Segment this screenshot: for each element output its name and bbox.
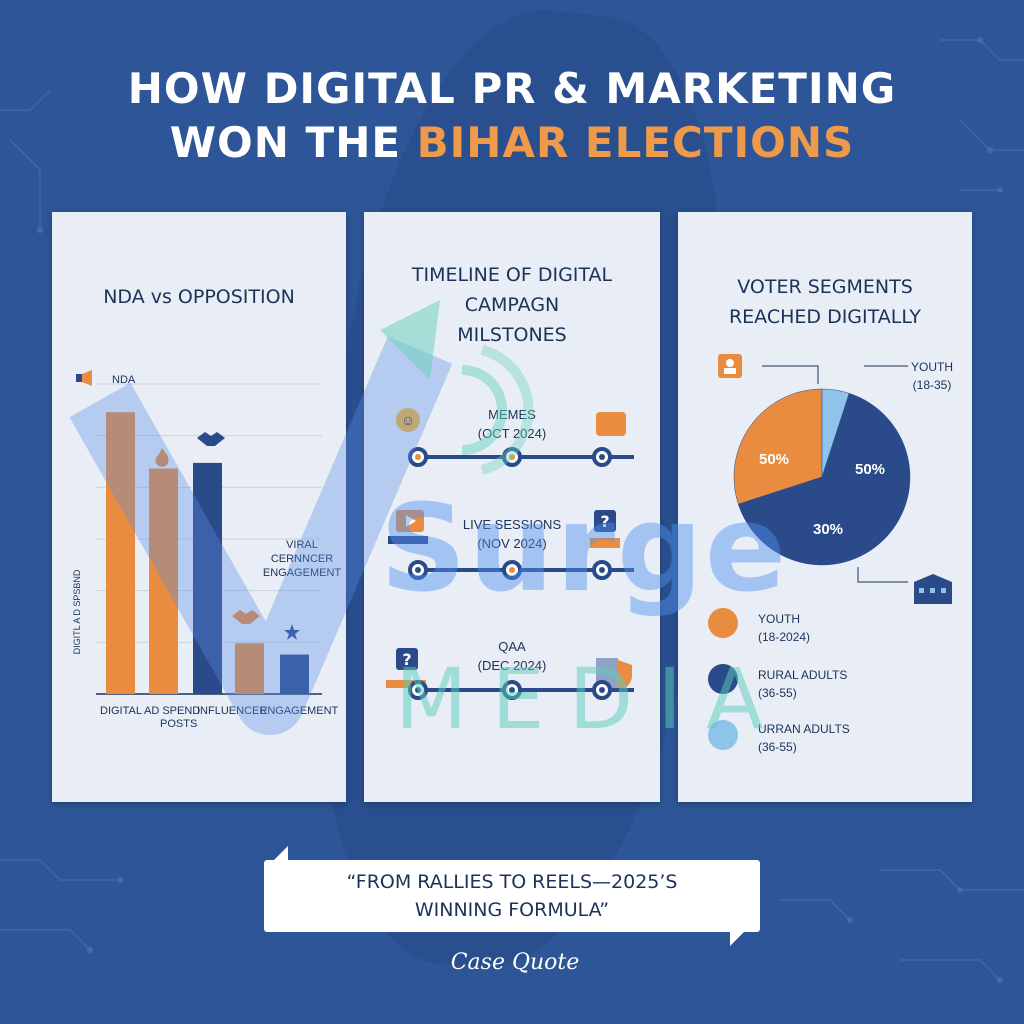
bar: [106, 412, 135, 694]
page-title-line1: HOW DIGITAL PR & MARKETING: [127, 64, 897, 113]
timeline-node: [502, 680, 522, 700]
pie-label: 30%: [813, 521, 843, 538]
panel3-title: VOTER SEGMENTS REACHED DIGITALLY: [728, 276, 922, 328]
page-title-line2: WON THE BIHAR ELECTIONS: [0, 118, 1024, 167]
youth-callout: YOUTH (18-35): [911, 360, 953, 392]
pie-slice: [733, 388, 823, 505]
quote-line2: WINNING FORMULA”: [414, 899, 610, 921]
segment-youth: YOUTH (18-2024): [758, 612, 811, 644]
timeline-line-3: [414, 688, 634, 692]
x-label-digital-ad-spend: DIGITAL AD SPEND: [100, 705, 201, 717]
segment-urban-adults: URRAN ADULTS (36-55): [758, 722, 850, 754]
fire-icon: [155, 448, 169, 467]
x-label-posts: POSTS: [160, 718, 198, 730]
legend-label-nda: NDA: [112, 374, 136, 386]
bar: [149, 468, 178, 694]
question-sign-icon: ?: [590, 510, 620, 550]
title-accent: BIHAR ELECTIONS: [416, 118, 855, 167]
timeline-node: [592, 447, 612, 467]
x-label-influencer: INFLUENCER: [197, 705, 268, 717]
title-prefix: WON THE: [169, 118, 417, 167]
timeline-node: [592, 560, 612, 580]
quote-line1: “FROM RALLIES TO REELS—2025’S: [346, 871, 678, 893]
timeline-node: [502, 560, 522, 580]
pie-slice: [737, 476, 875, 566]
x-label-engagement: ENGAGEMENT: [260, 705, 339, 717]
svg-text:?: ?: [402, 650, 411, 669]
panel2-title: TIMELINE OF DIGITAL CAMPAGN MILSTONES: [411, 264, 613, 346]
timeline-line-2: [414, 568, 634, 572]
pie-chart: 50% 50% 30%: [718, 354, 952, 604]
annotation-viral-engagement: VIRAL CERNNCER ENGAGEMENT: [262, 539, 342, 579]
pie-label: 50%: [855, 461, 885, 478]
star-icon: [284, 624, 300, 640]
urban-segment-icon: [708, 720, 738, 750]
rural-segment-icon: [708, 664, 738, 694]
panel1-title: NDA vs OPPOSITION: [103, 286, 295, 308]
quote-tail-bottom: [730, 928, 748, 946]
handshake-icon: [197, 432, 225, 446]
case-quote-signature: Case Quote: [450, 950, 580, 975]
bar-chart: [76, 370, 322, 695]
quote-box: “FROM RALLIES TO REELS—2025’S WINNING FO…: [264, 860, 760, 932]
megaphone-icon: [76, 370, 92, 386]
panel-timeline: TIMELINE OF DIGITAL CAMPAGN MILSTONES ME…: [364, 212, 660, 802]
tractor-icon: [596, 412, 626, 436]
video-play-icon: [388, 508, 428, 548]
milestone-live-sessions: LIVE SESSIONS (NOV 2024): [462, 517, 562, 551]
panel-voter-segments: VOTER SEGMENTS REACHED DIGITALLY 50% 50% 3…: [678, 212, 972, 802]
segment-rural-adults: RURAL ADULTS (36-55): [758, 668, 848, 700]
pie-label: 50%: [759, 451, 789, 468]
bar: [193, 462, 222, 694]
timeline-line-1: [414, 455, 634, 459]
svg-text:?: ?: [600, 512, 609, 531]
building-icon: [914, 574, 952, 604]
timeline-node: [408, 680, 428, 700]
timeline-node: [502, 447, 522, 467]
milestone-qaa: QAA (DEC 2024): [477, 639, 547, 673]
timeline-node: [592, 680, 612, 700]
youth-segment-icon: [708, 608, 738, 638]
quote-tail-top: [270, 846, 288, 864]
question-sign-icon: ?: [386, 648, 426, 692]
handshake-icon: [232, 610, 260, 624]
panel-nda-vs-opposition: NDA vs OPPOSITION NDA DIGITL A D SPSBND: [52, 212, 346, 802]
timeline-node: [408, 447, 428, 467]
person-icon: [718, 354, 742, 378]
bar: [280, 654, 309, 694]
laughing-emoji-icon: ☺: [396, 408, 420, 432]
bar: [235, 643, 264, 694]
timeline-node: [408, 560, 428, 580]
pie-slice: [821, 392, 911, 549]
